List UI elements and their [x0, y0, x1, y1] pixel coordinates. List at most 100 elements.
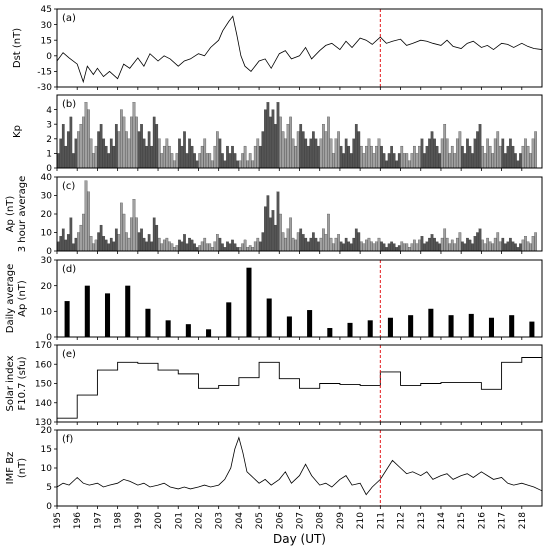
bar-b-103	[317, 145, 320, 169]
bar-b-145	[423, 153, 426, 169]
bar-d-195	[64, 301, 70, 337]
bar-b-185	[524, 138, 527, 169]
ytick-label-f-20: 20	[41, 426, 53, 436]
bar-c-6	[72, 243, 75, 252]
bar-c-143	[418, 239, 421, 252]
bar-c-142	[415, 243, 419, 252]
ytick-label-d-0: 0	[46, 333, 52, 343]
y-axis-label-e-line-1: Solar index	[5, 355, 16, 411]
bar-c-30	[132, 199, 136, 252]
bar-b-28	[127, 138, 131, 169]
bar-b-168	[481, 145, 484, 169]
bar-d-201	[185, 324, 191, 337]
bar-b-95	[296, 131, 300, 169]
bar-b-179	[509, 138, 512, 169]
xtick-label-210: 210	[356, 512, 366, 529]
bar-c-71	[236, 247, 239, 252]
bar-b-188	[531, 138, 535, 169]
bar-c-136	[400, 241, 404, 252]
ytick-label-c-0: 0	[46, 247, 52, 257]
bar-b-3	[64, 145, 68, 169]
bar-b-87	[276, 102, 280, 169]
bar-c-169	[483, 243, 487, 252]
bar-d-213	[428, 308, 434, 337]
bar-b-89	[281, 131, 285, 169]
bar-c-54	[193, 243, 196, 252]
bar-c-82	[264, 206, 267, 252]
bar-b-112	[339, 145, 343, 169]
bar-b-4	[66, 131, 70, 169]
bar-b-36	[147, 131, 151, 169]
bar-c-92	[289, 217, 292, 252]
bar-c-47	[175, 245, 179, 252]
bar-d-208	[327, 328, 333, 337]
bar-b-139	[407, 160, 411, 169]
xtick-label-213: 213	[417, 512, 427, 529]
bar-c-121	[362, 243, 366, 252]
bar-c-1	[59, 236, 63, 252]
bar-c-102	[314, 237, 318, 252]
bar-b-25	[120, 109, 123, 169]
bar-b-162	[466, 138, 469, 169]
xtick-label-218: 218	[518, 512, 528, 529]
bar-c-171	[488, 241, 492, 252]
bar-c-127	[377, 237, 381, 252]
bar-c-189	[534, 232, 537, 252]
bar-b-84	[269, 116, 272, 169]
bar-c-185	[524, 236, 527, 252]
bar-b-22	[112, 145, 116, 169]
bar-c-170	[486, 237, 489, 252]
bar-c-100	[309, 237, 313, 252]
bar-c-37	[150, 241, 154, 252]
bar-c-163	[468, 239, 472, 252]
xtick-label-209: 209	[336, 512, 346, 529]
bar-b-31	[135, 116, 138, 169]
bar-c-125	[372, 243, 376, 252]
bar-c-111	[337, 234, 340, 252]
bar-c-122	[365, 239, 368, 252]
bar-b-171	[488, 145, 492, 169]
ytick-label-a-30: 30	[41, 21, 53, 31]
bar-b-39	[155, 124, 159, 169]
bar-b-149	[433, 138, 436, 169]
bar-b-96	[299, 124, 303, 169]
bar-b-101	[312, 131, 315, 169]
bar-b-107	[327, 116, 330, 169]
bar-c-19	[104, 239, 108, 252]
bar-c-175	[498, 241, 502, 252]
bar-b-75	[246, 160, 250, 169]
bar-c-70	[233, 243, 237, 252]
bar-b-9	[79, 124, 83, 169]
bar-c-172	[491, 243, 495, 252]
xtick-label-216: 216	[477, 512, 487, 529]
bar-c-28	[127, 237, 131, 252]
bar-c-4	[66, 234, 70, 252]
bar-b-10	[82, 116, 85, 169]
ytick-label-d-30: 30	[41, 256, 53, 266]
bar-c-99	[306, 241, 310, 252]
bar-b-97	[301, 131, 305, 169]
bar-c-119	[357, 232, 361, 252]
bar-c-88	[279, 213, 282, 252]
bar-b-68	[228, 153, 232, 169]
bar-c-123	[367, 237, 371, 252]
bar-c-137	[402, 243, 406, 252]
ytick-label-f-15: 15	[41, 445, 52, 455]
bar-b-94	[294, 145, 298, 169]
bar-c-165	[473, 236, 477, 252]
bar-c-41	[160, 243, 164, 252]
bar-c-115	[347, 241, 351, 252]
bar-d-205	[266, 298, 272, 337]
bar-c-154	[445, 237, 449, 252]
xtick-label-212: 212	[397, 512, 407, 529]
bar-c-146	[425, 241, 429, 252]
ytick-label-a-15: 15	[41, 36, 52, 46]
bar-b-165	[473, 138, 477, 169]
bar-b-105	[322, 124, 325, 169]
bar-c-108	[329, 237, 333, 252]
bar-b-116	[349, 153, 353, 169]
bar-c-46	[173, 247, 176, 252]
bar-c-101	[312, 232, 315, 252]
bar-b-166	[476, 131, 479, 169]
bar-c-106	[324, 234, 328, 252]
